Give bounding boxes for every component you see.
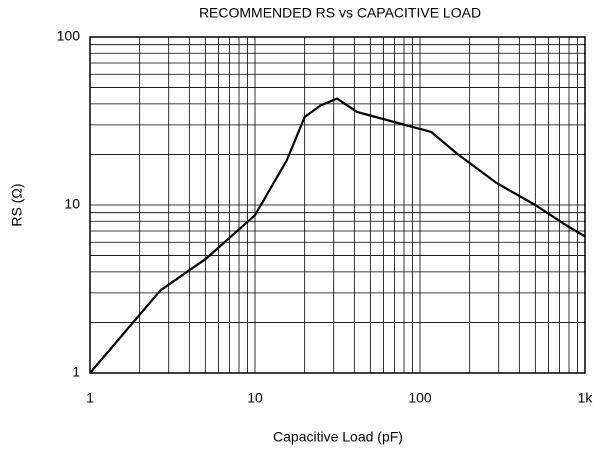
- x-tick-label: 1k: [578, 390, 594, 406]
- y-tick-label: 1: [72, 364, 80, 380]
- y-tick-label: 10: [64, 196, 80, 212]
- x-tick-label: 100: [408, 390, 432, 406]
- y-axis-label: RS (Ω): [9, 183, 25, 226]
- chart-title: RECOMMENDED RS vs CAPACITIVE LOAD: [199, 5, 481, 21]
- data-line: [89, 97, 586, 374]
- x-tick-label: 10: [247, 390, 263, 406]
- x-tick-label: 1: [86, 390, 94, 406]
- x-axis-label: Capacitive Load (pF): [273, 429, 403, 445]
- plot-frame: [89, 36, 586, 374]
- y-tick-label: 100: [57, 28, 81, 44]
